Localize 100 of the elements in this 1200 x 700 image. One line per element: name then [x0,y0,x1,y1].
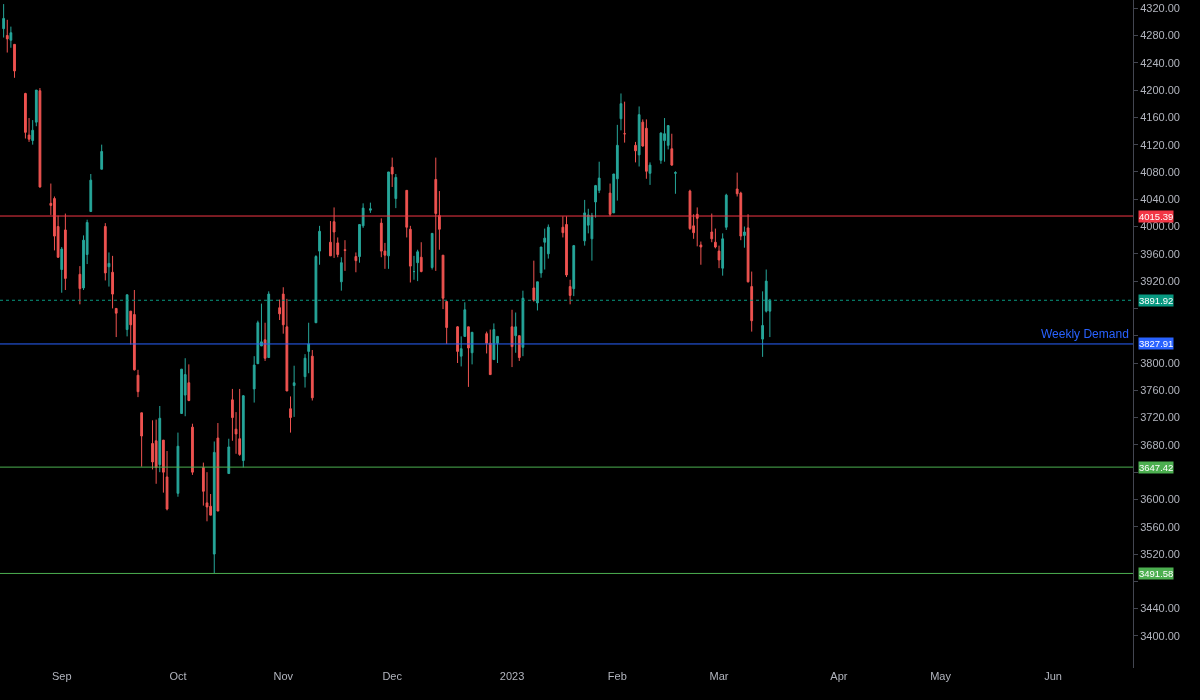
y-tick-label: 4240.00 [1140,56,1180,69]
y-tick-label: 3600.00 [1140,493,1180,506]
candlestick [369,202,372,214]
candlestick [532,260,536,303]
y-tick-label: 3440.00 [1140,602,1180,615]
candlestick [408,225,412,283]
candlestick [467,326,470,388]
annotation: Weekly Demand [1041,327,1129,341]
y-tick-label: 4200.00 [1140,83,1180,96]
candlestick [674,170,677,195]
candlestick [710,213,714,243]
y-tick-label: 3520.00 [1140,547,1180,560]
candlestick [416,249,419,282]
candlestick [430,232,434,271]
candlestick [107,251,111,288]
candlestick [743,226,746,249]
candlestick [724,193,728,231]
candlestick [332,206,336,259]
candlestick [419,241,423,273]
candlestick [140,412,144,468]
candlestick [100,144,104,170]
y-tick-label: 3720.00 [1140,411,1180,424]
x-tick-label: 2023 [499,670,525,682]
candlestick [488,329,492,376]
candlestick [103,222,107,281]
candlestick [31,119,35,146]
candlestick [132,289,136,371]
candlestick [583,199,587,247]
y-tick-label: 4040.00 [1140,193,1180,206]
candlestick [60,246,64,294]
ref-line-label: 4015.39 [1139,211,1174,222]
candlestick [24,92,27,140]
candlestick [183,357,187,417]
candlestick [663,117,666,163]
candlestick [517,335,521,362]
candlestick [619,92,623,131]
candlestick [318,225,321,266]
candlestick [9,26,13,49]
candlestick [38,87,42,189]
candlestick [485,331,488,354]
candlestick [176,432,180,498]
candlestick [5,19,9,54]
y-tick-label: 3960.00 [1140,247,1180,260]
candlestick [510,309,514,368]
candlestick [212,440,216,574]
candlestick [263,322,267,362]
x-tick-label: Mar [709,670,729,682]
candlestick [292,365,296,418]
y-tick-label: 4080.00 [1140,165,1180,178]
candlestick [492,322,496,361]
candlestick [456,325,459,364]
candlestick [289,395,292,434]
candlestick [34,89,38,127]
y-tick-label: 3920.00 [1140,274,1180,287]
candlestick [241,394,245,468]
ref-line-label: 3827.91 [1139,338,1174,349]
candlestick [721,232,725,277]
candlestick [470,331,474,365]
candlestick [114,307,118,338]
candlestick [670,133,674,167]
candlestick [514,312,518,354]
candlestick [2,3,6,39]
ref-line-label: 3891.92 [1139,295,1174,306]
y-tick-label: 3680.00 [1140,438,1180,451]
candlestick [565,215,568,278]
candlestick [387,171,390,270]
x-tick-label: Apr [830,670,848,682]
candlestick [438,190,441,251]
candlestick [536,281,539,311]
x-tick-label: Sep [51,670,72,682]
ref-line-label: 3491.58 [1139,568,1174,579]
ref-line-label: 3647.42 [1139,462,1174,473]
candlestick [78,265,82,305]
candlestick [339,256,343,292]
candlestick [227,438,231,475]
candlestick [191,423,194,476]
candlestick [216,422,220,512]
x-tick-label: Oct [169,670,187,682]
candlestick [637,105,641,167]
y-tick-label: 3560.00 [1140,520,1180,533]
candlestick [354,251,358,273]
candlestick [648,161,652,186]
x-tick-label: Nov [273,670,294,682]
y-tick-label: 4160.00 [1140,111,1180,124]
candlestick [13,43,16,79]
candlestick [125,294,129,337]
candlestick [390,157,394,188]
y-tick-label: 3400.00 [1140,629,1180,642]
y-tick-label: 4120.00 [1140,138,1180,151]
candlestick [63,213,67,291]
candlestick [572,244,576,297]
candlestick [634,141,637,163]
candlestick [394,173,398,209]
y-tick-label: 4280.00 [1140,29,1180,42]
candlestick [623,101,626,144]
candlestick [568,279,572,305]
y-tick-label: 4320.00 [1140,2,1180,15]
candlestick [310,349,314,402]
y-tick-label: 3800.00 [1140,356,1180,369]
candlestick [187,363,191,402]
